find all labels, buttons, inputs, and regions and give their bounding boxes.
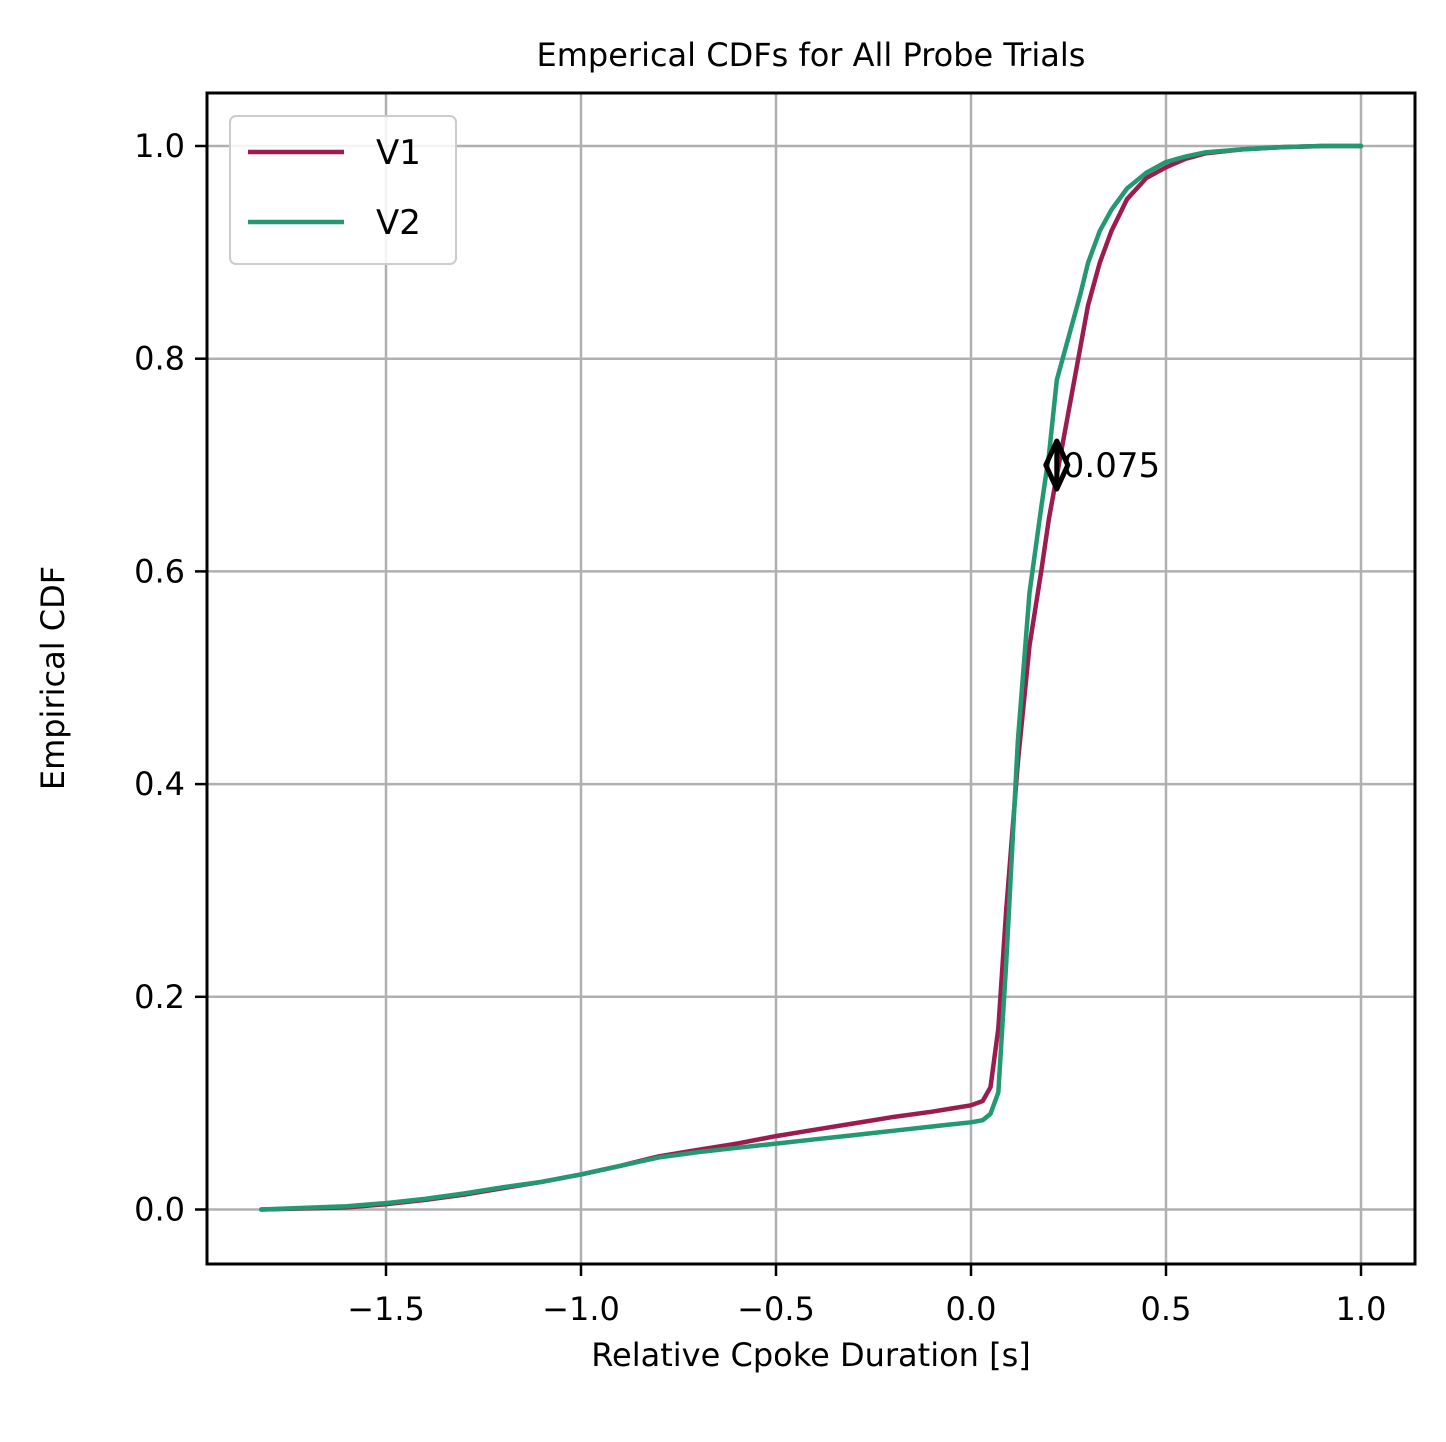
x-axis-label: Relative Cpoke Duration [s] <box>591 1336 1031 1374</box>
series-line-v1 <box>258 143 1364 1212</box>
y-tick-label: 0.6 <box>134 552 185 590</box>
x-tick-label: −1.0 <box>542 1290 620 1328</box>
grid-lines <box>207 93 1415 1264</box>
annotation-label: 0.075 <box>1063 446 1160 486</box>
x-tick-label: 0.5 <box>1141 1290 1192 1328</box>
y-tick-label: 0.2 <box>134 978 185 1016</box>
legend-label-v1: V1 <box>376 133 421 173</box>
y-tick-label: 0.0 <box>134 1191 185 1229</box>
series-line-v2 <box>258 143 1364 1212</box>
legend-label-v2: V2 <box>376 203 421 243</box>
y-tick-label: 0.8 <box>134 340 185 378</box>
x-tick-label: 0.0 <box>946 1290 997 1328</box>
y-tick-label: 0.4 <box>134 765 185 803</box>
x-tick-label: −0.5 <box>737 1290 815 1328</box>
plot-frame <box>205 91 1417 1266</box>
x-tick-label: 1.0 <box>1336 1290 1387 1328</box>
y-tick-label: 1.0 <box>134 127 185 165</box>
y-axis-label: Empirical CDF <box>34 566 72 790</box>
x-axis-ticks: −1.5 −1.0 −0.5 0.0 0.5 1.0 <box>347 1264 1386 1328</box>
series-lines <box>258 143 1364 1212</box>
annotation: 0.075 <box>1043 438 1160 492</box>
chart-title: Emperical CDFs for All Probe Trials <box>537 36 1086 74</box>
y-axis-ticks: 0.0 0.2 0.4 0.6 0.8 1.0 <box>134 127 207 1229</box>
annotation-diamond-marker <box>1043 438 1071 492</box>
x-tick-label: −1.5 <box>347 1290 425 1328</box>
legend-box <box>229 115 457 265</box>
legend: V1 V2 <box>229 115 457 265</box>
